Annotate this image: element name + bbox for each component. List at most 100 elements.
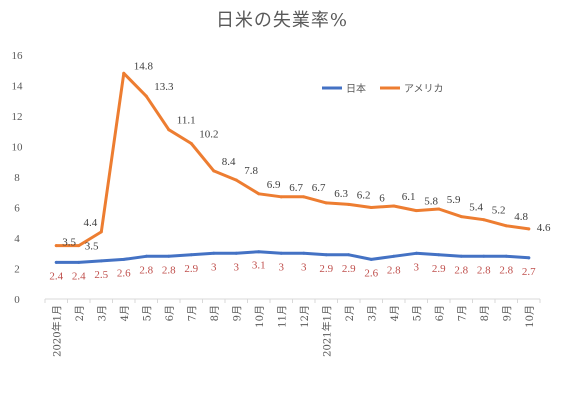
data-label-us: 6.2 xyxy=(357,189,371,201)
x-tick-label: 2月 xyxy=(74,305,86,321)
data-point-0 xyxy=(302,251,306,255)
data-label-us: 4.8 xyxy=(514,211,528,223)
data-label-us: 6 xyxy=(379,193,385,205)
data-label-us: 14.8 xyxy=(134,60,154,72)
data-label-jp: 2.6 xyxy=(364,267,378,279)
data-point-0 xyxy=(234,251,238,255)
data-point-1 xyxy=(167,128,171,132)
y-tick-label: 16 xyxy=(12,50,24,62)
x-tick-label: 12月 xyxy=(299,305,311,328)
data-label-jp: 2.8 xyxy=(139,264,153,276)
data-point-0 xyxy=(482,254,486,258)
data-point-1 xyxy=(324,201,328,205)
data-point-0 xyxy=(459,254,463,258)
data-point-1 xyxy=(302,195,306,199)
data-point-1 xyxy=(414,209,418,213)
data-label-us: 13.3 xyxy=(154,81,174,93)
data-point-1 xyxy=(77,244,81,248)
y-tick-label: 14 xyxy=(12,81,24,93)
data-label-jp: 2.9 xyxy=(319,263,333,275)
data-label-us: 10.2 xyxy=(199,128,218,140)
data-label-jp: 3 xyxy=(279,261,285,273)
x-tick-label: 5月 xyxy=(411,305,423,321)
data-point-1 xyxy=(234,178,238,182)
data-label-jp: 2.9 xyxy=(184,263,198,275)
y-tick-label: 4 xyxy=(14,233,20,245)
series-line-0 xyxy=(54,250,531,264)
data-point-1 xyxy=(369,206,373,209)
legend-label-0: 日本 xyxy=(346,82,366,95)
data-label-us: 6.3 xyxy=(334,188,348,200)
data-point-1 xyxy=(504,224,508,228)
y-tick-label: 12 xyxy=(12,111,23,123)
data-label-jp: 2.9 xyxy=(432,263,446,275)
data-label-us: 4.6 xyxy=(537,222,551,234)
data-label-jp: 3.1 xyxy=(252,260,266,272)
legend: 日本 アメリカ xyxy=(322,82,444,95)
data-label-us: 7.8 xyxy=(244,165,258,177)
x-axis: 2020年1月 2月 3月 4月 5月 6月 7月 8月 9月 10月 11月 12月 2021年1月 2… xyxy=(44,298,541,357)
data-label-jp: 2.4 xyxy=(49,270,63,282)
data-label-jp: 2.8 xyxy=(162,264,176,276)
x-tick-label: 4月 xyxy=(389,305,401,321)
x-tick-label: 7月 xyxy=(186,305,198,321)
data-label-jp: 3 xyxy=(211,261,217,273)
data-label-us: 11.1 xyxy=(177,115,196,127)
data-point-1 xyxy=(527,227,531,231)
x-tick-label: 6月 xyxy=(164,305,176,321)
chart-title: 日米の失業率% xyxy=(215,10,349,31)
data-point-1 xyxy=(189,141,193,145)
x-tick-label: 4月 xyxy=(119,305,131,321)
data-point-0 xyxy=(369,257,373,261)
data-label-jp: 3 xyxy=(234,261,240,273)
data-label-jp: 2.9 xyxy=(342,263,356,275)
y-tick-label: 8 xyxy=(14,172,20,184)
x-tick-label: 6月 xyxy=(434,305,446,321)
y-tick-label: 6 xyxy=(14,203,20,215)
data-point-0 xyxy=(257,250,261,254)
data-label-us: 3.5 xyxy=(85,241,99,253)
x-tick-label: 3月 xyxy=(96,305,108,321)
data-label-jp: 3 xyxy=(301,261,307,273)
data-point-0 xyxy=(527,256,531,260)
x-tick-label: 5月 xyxy=(141,305,153,321)
data-label-jp: 2.8 xyxy=(477,264,491,276)
data-label-us: 5.4 xyxy=(469,202,483,214)
data-point-0 xyxy=(212,251,216,255)
data-point-0 xyxy=(414,251,418,255)
data-label-jp: 2.7 xyxy=(522,266,536,278)
data-point-0 xyxy=(324,253,328,257)
data-label-us: 5.2 xyxy=(492,205,506,217)
data-label-jp: 2.5 xyxy=(94,269,108,281)
x-tick-label: 2020年1月 xyxy=(50,305,63,357)
data-point-1 xyxy=(459,215,463,219)
data-point-1 xyxy=(54,244,58,248)
y-tick-label: 0 xyxy=(14,294,20,306)
data-point-0 xyxy=(347,253,351,257)
x-tick-label: 9月 xyxy=(501,305,513,321)
data-point-0 xyxy=(189,253,193,257)
x-tick-label: 3月 xyxy=(366,305,378,321)
data-point-0 xyxy=(144,254,148,258)
series-line-1 xyxy=(54,71,531,248)
legend-label-1: アメリカ xyxy=(404,83,444,95)
data-label-us: 8.4 xyxy=(222,156,236,168)
x-tick-label: 9月 xyxy=(231,305,243,321)
data-label-layer: 2.4 2.4 2.5 2.6 2.8 2.8 2.9 3 3 3.1 3 3 2.9 2.9 2.6 2.8… xyxy=(49,60,551,282)
data-point-0 xyxy=(167,254,171,258)
data-point-1 xyxy=(482,218,486,222)
y-axis: 0 2 4 6 8 10 12 14 16 xyxy=(12,50,24,306)
data-point-0 xyxy=(122,257,126,261)
data-point-0 xyxy=(392,254,396,258)
data-point-0 xyxy=(279,251,283,255)
x-tick-label: 11月 xyxy=(276,305,288,328)
data-label-us: 5.8 xyxy=(424,196,438,208)
data-label-us: 6.7 xyxy=(289,182,303,194)
data-point-1 xyxy=(122,71,126,75)
data-label-jp: 2.8 xyxy=(387,264,401,276)
x-tick-label: 2021年1月 xyxy=(320,305,333,357)
data-label-us: 6.1 xyxy=(402,191,416,203)
data-point-1 xyxy=(257,192,261,196)
data-point-1 xyxy=(279,195,283,199)
x-tick-label: 10月 xyxy=(254,305,266,328)
